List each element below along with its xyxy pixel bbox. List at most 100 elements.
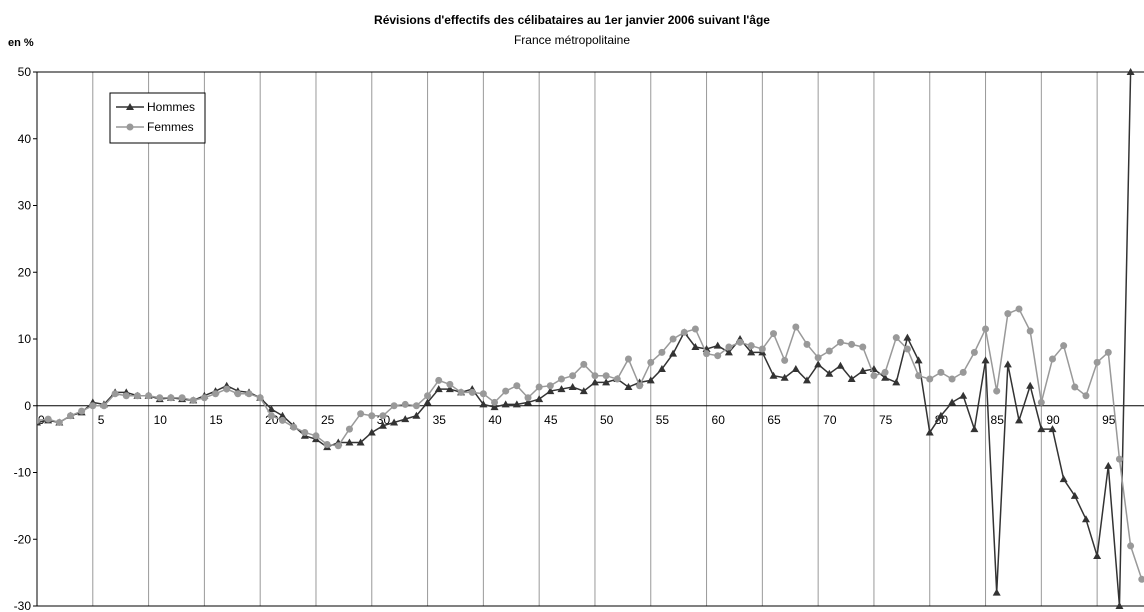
y-tick-label: 20 bbox=[18, 265, 32, 279]
plot-area bbox=[37, 68, 1144, 609]
point bbox=[892, 334, 900, 342]
point bbox=[669, 349, 678, 357]
x-tick-label: 90 bbox=[1046, 413, 1060, 427]
point bbox=[278, 411, 287, 419]
point bbox=[770, 330, 778, 338]
point bbox=[803, 340, 811, 348]
point bbox=[513, 382, 521, 390]
point bbox=[590, 378, 599, 386]
x-tick-label: 15 bbox=[209, 413, 223, 427]
point bbox=[445, 385, 454, 393]
legend-label: Hommes bbox=[147, 100, 195, 114]
point bbox=[624, 355, 632, 363]
point bbox=[948, 375, 956, 383]
legend-box bbox=[109, 92, 206, 144]
point bbox=[859, 343, 867, 351]
point bbox=[848, 340, 856, 348]
point bbox=[959, 391, 968, 399]
point bbox=[568, 383, 577, 391]
point bbox=[323, 440, 331, 448]
point bbox=[1037, 398, 1045, 406]
point bbox=[512, 400, 521, 408]
point bbox=[915, 372, 923, 380]
point bbox=[379, 412, 387, 420]
point bbox=[926, 375, 934, 383]
x-tick-label: 85 bbox=[991, 413, 1005, 427]
point bbox=[189, 396, 197, 404]
point bbox=[356, 438, 365, 446]
point bbox=[858, 367, 867, 375]
point bbox=[713, 341, 722, 349]
point bbox=[747, 348, 756, 356]
point bbox=[1048, 355, 1056, 363]
point bbox=[1071, 383, 1079, 391]
point bbox=[44, 415, 52, 423]
point bbox=[791, 365, 800, 373]
point bbox=[1015, 305, 1023, 313]
point bbox=[1104, 348, 1112, 356]
point bbox=[992, 588, 1001, 596]
point bbox=[401, 400, 409, 408]
point bbox=[691, 343, 700, 351]
x-tick-label: 50 bbox=[600, 413, 614, 427]
point bbox=[390, 402, 398, 410]
x-tick-label: 95 bbox=[1102, 413, 1116, 427]
point bbox=[1004, 310, 1012, 318]
x-tick-label: 55 bbox=[656, 413, 670, 427]
point bbox=[457, 388, 465, 396]
point bbox=[691, 325, 699, 333]
x-tick-label: 45 bbox=[544, 413, 558, 427]
y-tick-label: -20 bbox=[14, 532, 32, 546]
point bbox=[914, 356, 923, 364]
point bbox=[780, 373, 789, 381]
point bbox=[836, 338, 844, 346]
point bbox=[37, 416, 41, 424]
point bbox=[178, 394, 186, 402]
point bbox=[1015, 416, 1024, 424]
point bbox=[1026, 327, 1034, 335]
point bbox=[903, 345, 911, 353]
point bbox=[412, 402, 420, 410]
point bbox=[758, 345, 766, 353]
y-tick-label: -10 bbox=[14, 466, 32, 480]
series-line bbox=[37, 308, 1143, 580]
legend-label: Femmes bbox=[147, 120, 194, 134]
point bbox=[569, 372, 577, 380]
point bbox=[1104, 461, 1113, 469]
x-tick-label: 70 bbox=[823, 413, 837, 427]
point bbox=[435, 376, 443, 384]
point bbox=[725, 343, 733, 351]
series-line bbox=[37, 71, 1132, 607]
point bbox=[312, 432, 320, 440]
point bbox=[703, 350, 711, 358]
point bbox=[903, 333, 912, 341]
y-tick-label: 40 bbox=[18, 132, 32, 146]
point bbox=[1059, 475, 1068, 483]
point bbox=[245, 390, 253, 398]
point bbox=[591, 372, 599, 380]
point bbox=[122, 392, 130, 400]
x-tick-label: 75 bbox=[879, 413, 893, 427]
y-tick-label: 50 bbox=[18, 65, 32, 79]
point bbox=[636, 382, 644, 390]
point bbox=[546, 387, 555, 395]
point bbox=[881, 368, 889, 376]
point bbox=[1082, 392, 1090, 400]
point bbox=[378, 421, 387, 429]
point bbox=[658, 348, 666, 356]
point bbox=[535, 383, 543, 391]
point bbox=[491, 398, 499, 406]
point bbox=[546, 382, 554, 390]
point bbox=[579, 387, 588, 395]
point bbox=[802, 376, 811, 384]
x-tick-label: 65 bbox=[767, 413, 781, 427]
point bbox=[55, 418, 63, 426]
legend-marker bbox=[126, 123, 134, 131]
point bbox=[892, 378, 901, 386]
x-tick-label: 5 bbox=[98, 413, 105, 427]
point bbox=[401, 415, 410, 423]
point bbox=[981, 356, 990, 364]
x-tick-label: 40 bbox=[488, 413, 502, 427]
point bbox=[535, 395, 544, 403]
